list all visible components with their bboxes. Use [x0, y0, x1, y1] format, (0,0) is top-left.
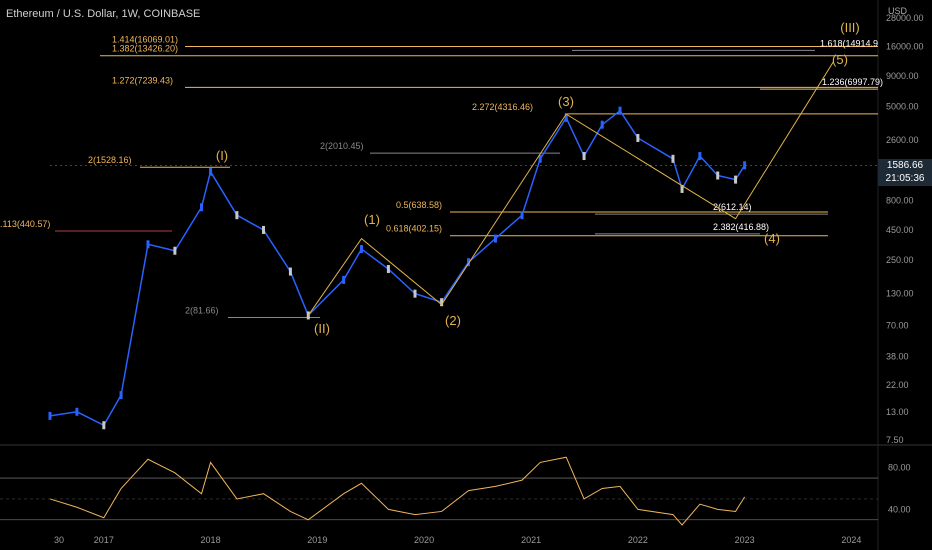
fib-label: 2(612.14) — [713, 202, 752, 212]
price-tick: 450.00 — [886, 225, 914, 235]
price-candle — [734, 175, 738, 184]
price-candle — [359, 245, 363, 254]
price-candle — [538, 154, 542, 163]
time-tick: 2021 — [521, 535, 541, 545]
price-candle — [235, 211, 239, 220]
price-candle — [288, 267, 292, 276]
fib-label: 1.382(13426.20) — [112, 44, 178, 54]
wave-label: (1) — [364, 212, 380, 227]
wave-label: (II) — [314, 321, 330, 336]
time-tick: 2018 — [201, 535, 221, 545]
price-tick: 16000.00 — [886, 42, 924, 52]
price-candle — [48, 411, 52, 420]
price-candle — [102, 421, 106, 430]
fib-label: 1.414(16069.01) — [112, 34, 178, 44]
wave-label: (2) — [445, 313, 461, 328]
price-tick: 70.00 — [886, 320, 909, 330]
price-candle — [119, 391, 123, 400]
wave-path — [307, 61, 834, 316]
time-tick: 2024 — [841, 535, 861, 545]
wave-label: (I) — [216, 148, 228, 163]
time-tick: 2023 — [735, 535, 755, 545]
price-candle — [200, 203, 204, 212]
price-tick: 800.00 — [886, 195, 914, 205]
price-candle — [600, 120, 604, 129]
price-tick: 2600.00 — [886, 135, 919, 145]
price-tick: 7.50 — [886, 435, 904, 445]
price-candle — [743, 161, 747, 170]
time-tick: 2022 — [628, 535, 648, 545]
price-candle — [520, 211, 524, 220]
time-tick: 2017 — [94, 535, 114, 545]
wave-label: (5) — [832, 52, 848, 67]
price-candle — [440, 298, 444, 307]
price-candle — [173, 246, 177, 255]
time-tick: 2020 — [414, 535, 434, 545]
wave-label: (3) — [558, 94, 574, 109]
price-candle — [716, 171, 720, 180]
price-tick: 130.00 — [886, 289, 914, 299]
fib-label: 0.5(638.58) — [396, 200, 442, 210]
price-candle — [386, 265, 390, 274]
price-candle — [618, 106, 622, 115]
fib-label: 1.236(6997.79) — [822, 77, 883, 87]
fib-label: 1.618(14914.9 — [820, 38, 878, 48]
fib-label: .113(440.57) — [0, 219, 50, 229]
price-tick: 22.00 — [886, 380, 909, 390]
fib-label: 2(1528.16) — [88, 155, 132, 165]
price-series — [49, 109, 746, 427]
price-candle — [636, 134, 640, 143]
price-candle — [582, 152, 586, 161]
currency-label: USD — [888, 6, 908, 16]
price-candle — [262, 225, 266, 234]
price-candle — [413, 289, 417, 298]
fib-label: 2(81.66) — [185, 305, 219, 315]
fib-label: 1.272(7239.43) — [112, 75, 173, 85]
time-tick: 30 — [54, 535, 64, 545]
fib-label: 2.272(4316.46) — [472, 102, 533, 112]
wave-label: (III) — [840, 20, 860, 35]
price-candle — [671, 154, 675, 163]
price-tick: 250.00 — [886, 255, 914, 265]
price-candle — [698, 152, 702, 161]
price-candle — [209, 167, 213, 176]
bar-countdown: 21:05:36 — [885, 173, 925, 184]
price-tick: 13.00 — [886, 407, 909, 417]
wave-label: (4) — [764, 231, 780, 246]
rsi-tick: 40.00 — [888, 504, 911, 514]
fib-label: 0.618(402.15) — [386, 224, 442, 234]
fib-label: 2.382(416.88) — [713, 222, 769, 232]
price-candle — [342, 275, 346, 284]
rsi-tick: 80.00 — [888, 463, 911, 473]
price-candle — [564, 113, 568, 122]
price-candle — [75, 407, 79, 416]
price-candle — [493, 234, 497, 243]
last-price-badge: 1586.66 21:05:36 — [878, 159, 932, 186]
price-candle — [146, 240, 150, 249]
fib-label: 2(2010.45) — [320, 141, 364, 151]
last-price: 1586.66 — [886, 160, 924, 171]
price-tick: 28000.00 — [886, 13, 924, 23]
price-candle — [467, 258, 471, 267]
rsi-series — [49, 456, 746, 526]
price-candle — [680, 184, 684, 193]
chart-title: Ethereum / U.S. Dollar, 1W, COINBASE — [6, 8, 201, 20]
price-tick: 9000.00 — [886, 71, 919, 81]
price-tick: 5000.00 — [886, 101, 919, 111]
price-tick: 38.00 — [886, 352, 909, 362]
time-tick: 2019 — [307, 535, 327, 545]
